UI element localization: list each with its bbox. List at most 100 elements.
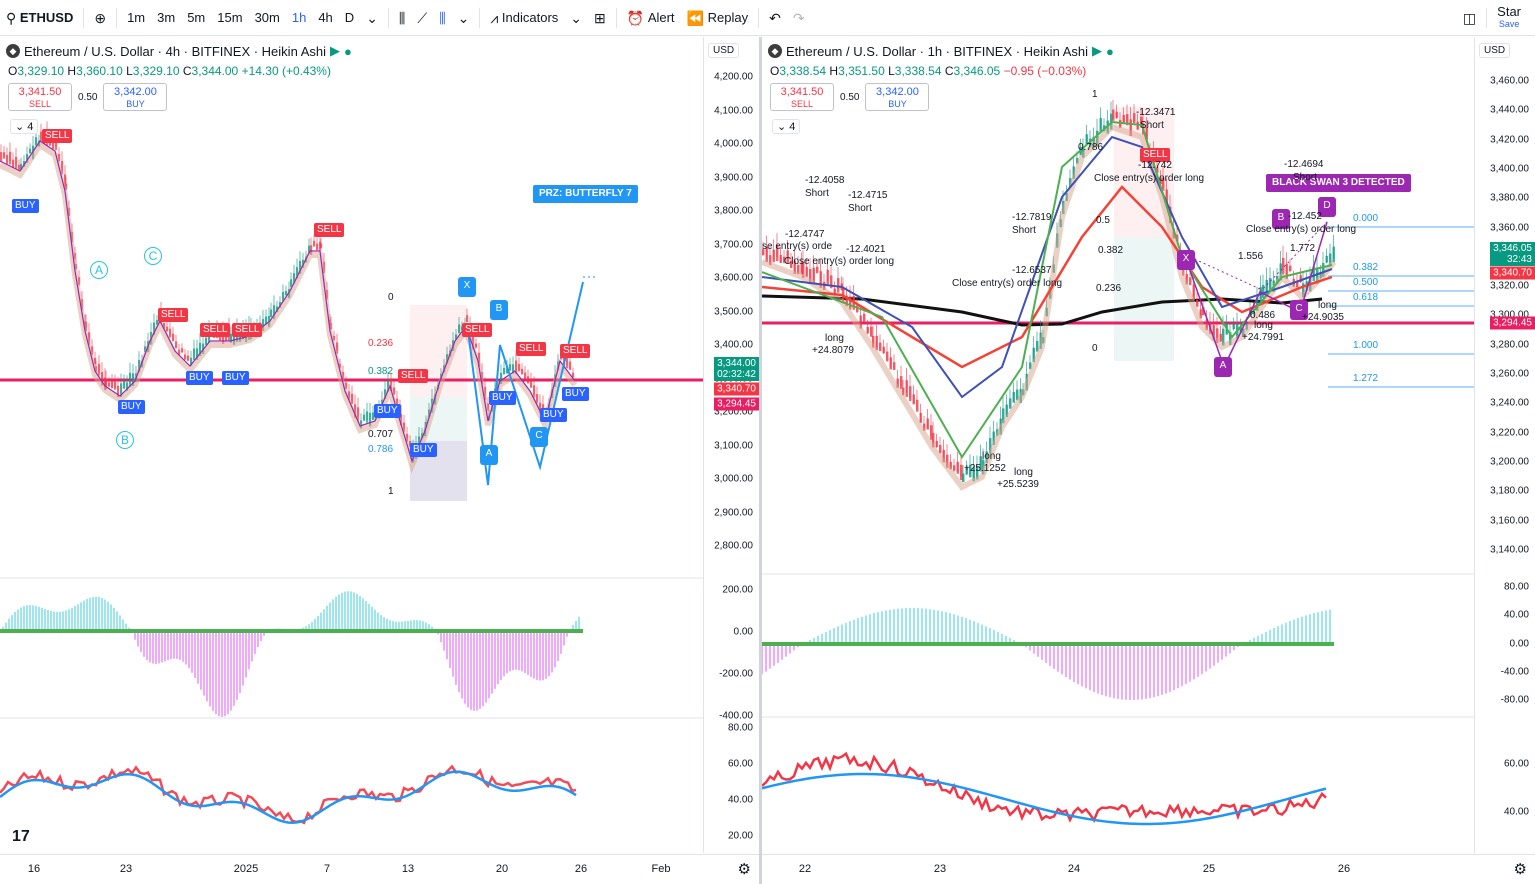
left-chart-pane[interactable]: 17 ◆ Ethereum / U.S. Dollar · 4h · BITFI… [0,37,759,884]
interval-5m[interactable]: 5m [187,10,206,25]
strategy-label: long [1318,300,1337,311]
alert-button[interactable]: ⏰ Alert [626,9,675,26]
rewind-icon: ⏪ [686,9,704,26]
chart-type-dropdown[interactable]: ⌄ [452,0,476,36]
candle [1122,115,1125,123]
candle [1029,362,1032,369]
right-time-axis[interactable]: 22 23 24 25 26 ⚙ [762,854,1535,884]
replay-button[interactable]: ⏪ Replay [686,9,749,26]
currency-selector[interactable]: USD [708,43,740,58]
candle [393,387,396,395]
indicators-button[interactable]: ⩘ Indicators [490,9,559,26]
right-chart-pane[interactable]: ◆ Ethereum / U.S. Dollar · 1h · BITFINEX… [762,37,1535,884]
candle [533,385,536,398]
candle [108,382,111,387]
symbol-search[interactable]: ⚲ ETHUSD [6,9,74,26]
candle [765,247,768,263]
strategy-label: -12.7819 [1012,212,1052,223]
strategy-label: 1.772 [1290,243,1316,254]
candle [88,332,91,345]
candle [406,433,409,442]
templates-button[interactable]: ⊞ [588,0,612,36]
right-ohlc: O3,338.54 H3,351.50 L3,338.54 C3,346.05 … [770,64,1087,78]
price-tick: 3,140.00 [1490,544,1529,556]
interval-1h[interactable]: 1h [291,10,307,25]
price-tick: 3,800.00 [714,205,753,217]
candle [111,380,114,389]
right-price-axis[interactable]: USD 3,460.00 3,440.00 3,420.00 3,400.00 3,38… [1474,37,1535,853]
candle [1112,109,1115,121]
candle [126,382,129,391]
price-tick: 3,300.00 [1490,309,1529,321]
strategy-label: Short [1140,120,1164,131]
heikin-style-button[interactable]: ⫼ [433,0,451,36]
indicator-collapse-button[interactable]: ⌄ 4 [10,119,39,134]
flag-icon: ▶ [1091,43,1102,58]
interval-4h[interactable]: 4h [318,10,333,25]
candle [366,411,369,423]
redo-button[interactable]: ↷ [787,0,811,36]
price-tick: 3,220.00 [1490,427,1529,439]
sell-signal: SELL [314,223,345,237]
layout-save-button[interactable]: Star Save [1497,3,1521,29]
price-tick: 3,160.00 [1490,515,1529,526]
candle [819,271,822,288]
candle [1222,328,1225,346]
sell-button[interactable]: 3,341.50 SELL [8,83,72,111]
candle [0,152,3,162]
left-chart-title[interactable]: ◆ Ethereum / U.S. Dollar · 4h · BITFINEX… [6,43,352,59]
candle [230,333,233,343]
right-chart-canvas[interactable] [762,37,1474,853]
candle [1302,283,1305,298]
time-tick: 26 [574,863,588,875]
osc-tick: 80.00 [1503,581,1529,593]
divider [116,7,118,28]
settings-gear-icon[interactable]: ⚙ [1513,861,1527,878]
indicator-collapse-button[interactable]: ⌄ 4 [772,119,801,134]
indicators-dropdown[interactable]: ⌄ [564,0,588,36]
candle [509,364,512,371]
candle [1296,280,1299,288]
candle [882,346,885,354]
candle [1262,285,1265,299]
candle [262,319,265,331]
settings-gear-icon[interactable]: ⚙ [737,861,751,878]
bar-style-button[interactable]: ⫼ [393,0,411,36]
candle [926,418,929,430]
candle [812,267,815,285]
candle [1289,265,1292,272]
strategy-label: -12.742 [1138,160,1172,171]
left-price-axis[interactable]: USD 4,200.00 4,100.00 4,000.00 3,900.00 3,80… [703,37,759,853]
line-style-button[interactable]: ⟋ [411,0,433,36]
candle [916,399,919,412]
undo-icon: ↶ [769,9,781,26]
strategy-label: 1.556 [1238,251,1264,262]
fib-level-label: 0 [388,292,394,303]
interval-3m[interactable]: 3m [157,10,176,25]
interval-30m[interactable]: 30m [254,10,280,25]
undo-button[interactable]: ↶ [763,0,787,36]
candle [779,254,782,263]
candle [193,348,196,361]
strategy-label: +25.1252 [964,463,1006,474]
interval-D[interactable]: D [344,10,355,25]
interval-15m[interactable]: 15m [217,10,243,25]
left-time-axis[interactable]: 16 23 2025 7 13 20 26 Feb ⚙ [0,854,759,884]
buy-button[interactable]: 3,342.00 BUY [865,83,930,111]
interval-1m[interactable]: 1m [127,10,146,25]
redo-icon: ↷ [792,9,805,26]
sell-button[interactable]: 3,341.50 SELL [770,83,834,111]
buy-button[interactable]: 3,342.00 BUY [103,83,168,111]
market-open-icon: ● [343,43,352,59]
right-chart-title[interactable]: ◆ Ethereum / U.S. Dollar · 1h · BITFINEX… [768,43,1114,59]
layout-button[interactable]: ◫ [1457,0,1482,36]
currency-selector[interactable]: USD [1479,43,1511,58]
candle [856,305,859,313]
price-tick: 3,360.00 [1490,222,1529,233]
left-chart-canvas[interactable]: 17 [0,37,703,853]
interval-dropdown[interactable]: ⌄ [360,0,384,36]
price-tick: 3,000.00 [714,473,753,485]
compare-button[interactable]: ⊕ [88,0,112,36]
candle [972,467,975,482]
candle [786,250,789,264]
